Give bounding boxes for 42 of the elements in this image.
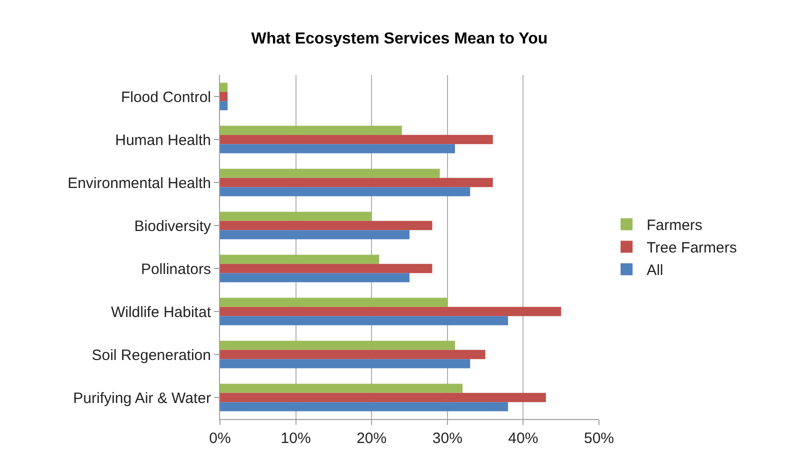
y-tick-label: Biodiversity [134,218,212,235]
x-tick-label: 40% [508,430,538,447]
chart-title: What Ecosystem Services Mean to You [251,30,548,48]
bar [220,187,470,196]
bar [220,230,410,240]
bar [220,316,508,326]
x-tick-label: 10% [280,430,311,447]
bar [220,168,440,178]
x-tick-label: 50% [584,430,614,447]
bar [220,350,486,360]
bar [220,384,463,393]
bar [220,298,448,307]
bar [220,212,372,221]
bar [220,178,493,188]
bar [220,126,402,135]
bar [220,273,410,282]
bar [220,82,228,92]
bar [220,220,432,230]
bar [220,264,432,274]
legend-label: Farmers [646,217,702,234]
bar [220,359,470,368]
y-tick-label: Pollinators [140,260,211,278]
y-tick-label: Flood Control [120,88,211,106]
y-tick-label: Wildlife Habitat [110,304,212,321]
legend-label: Tree Farmers [646,240,737,257]
legend-label: All [646,262,664,280]
y-tick-label: Environmental Health [68,174,211,192]
y-tick-label: Soil Regeneration [92,346,211,364]
y-tick-label: Human Health [115,132,211,149]
x-tick-label: 0% [209,430,231,447]
bar [220,340,455,350]
x-tick-label: 30% [432,430,462,447]
bar [220,306,562,316]
bar [220,92,228,102]
bar [220,254,380,264]
bar [220,101,228,110]
y-tick-label: Purifying Air & Water [73,390,211,407]
x-tick-label: 20% [356,430,387,447]
bar [220,402,508,412]
bar [220,144,455,154]
bar [220,134,493,144]
bar [220,392,546,402]
